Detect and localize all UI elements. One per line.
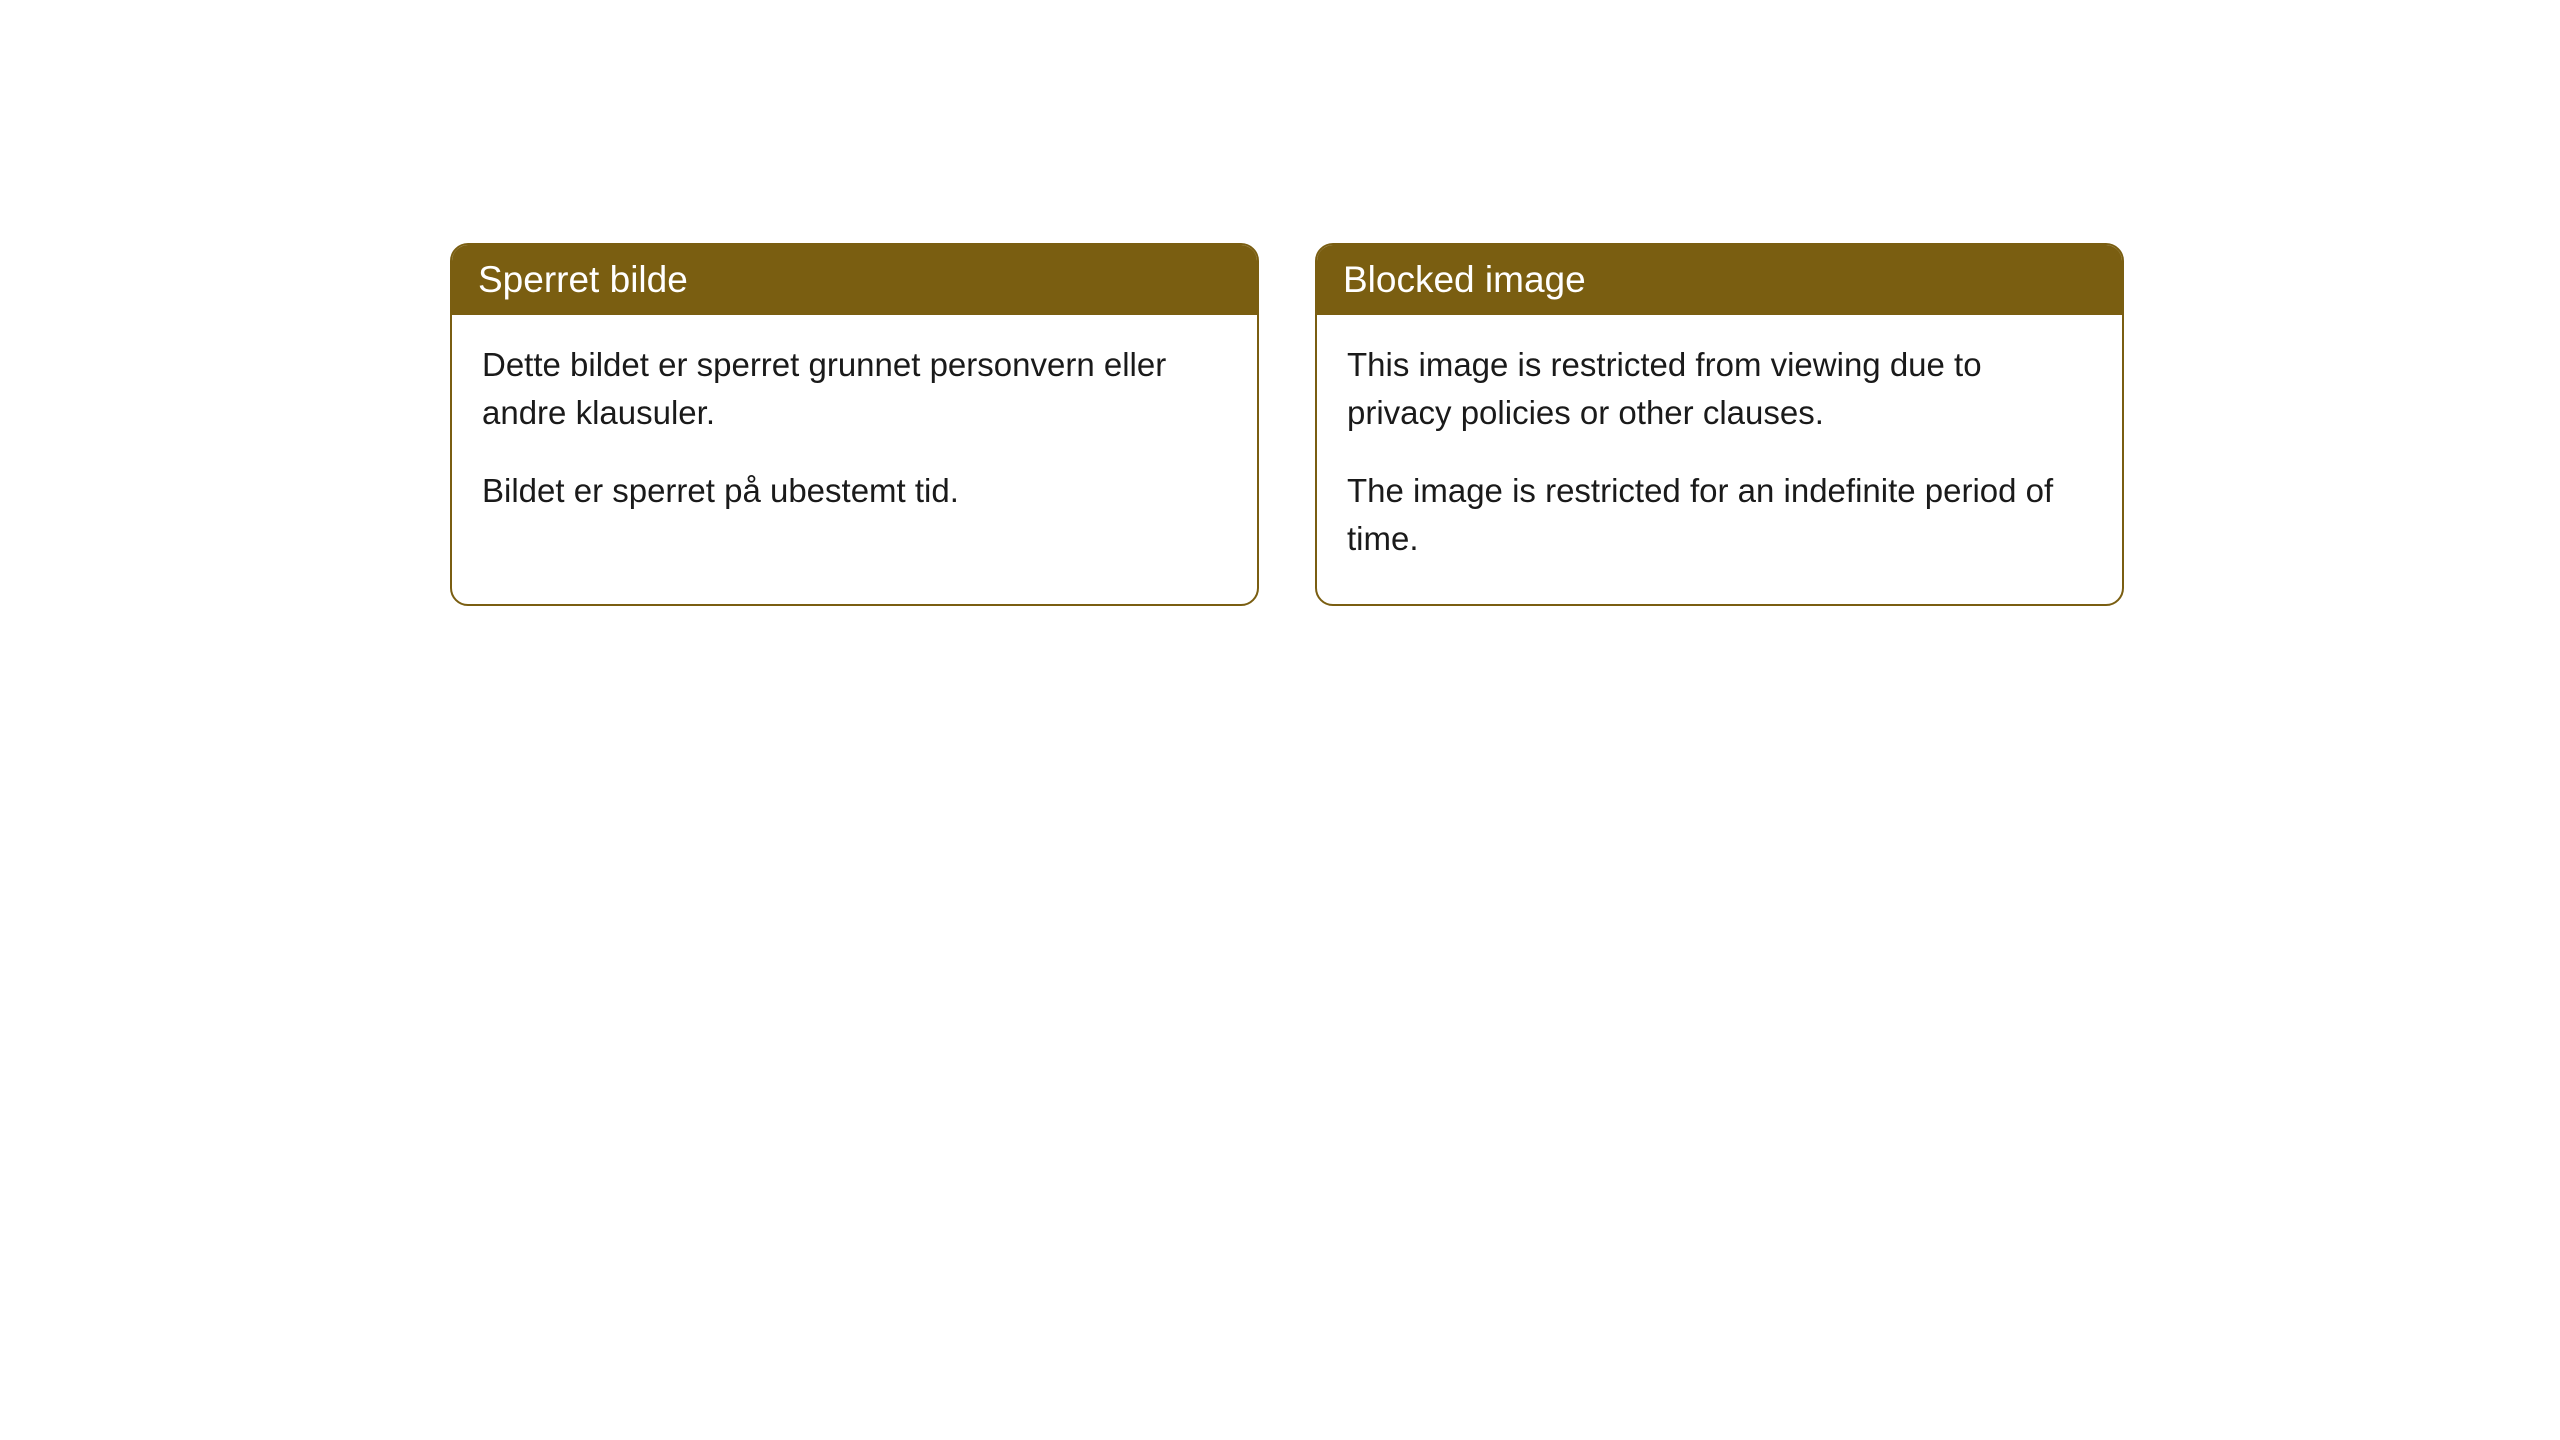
card-paragraph: Bildet er sperret på ubestemt tid.	[482, 467, 1227, 515]
card-paragraph: The image is restricted for an indefinit…	[1347, 467, 2092, 563]
card-title: Sperret bilde	[478, 259, 688, 300]
card-body: Dette bildet er sperret grunnet personve…	[452, 315, 1257, 557]
notice-card-norwegian: Sperret bilde Dette bildet er sperret gr…	[450, 243, 1259, 606]
card-header: Sperret bilde	[452, 245, 1257, 315]
notice-cards-container: Sperret bilde Dette bildet er sperret gr…	[450, 243, 2124, 606]
card-header: Blocked image	[1317, 245, 2122, 315]
card-body: This image is restricted from viewing du…	[1317, 315, 2122, 604]
card-title: Blocked image	[1343, 259, 1586, 300]
card-paragraph: Dette bildet er sperret grunnet personve…	[482, 341, 1227, 437]
notice-card-english: Blocked image This image is restricted f…	[1315, 243, 2124, 606]
card-paragraph: This image is restricted from viewing du…	[1347, 341, 2092, 437]
